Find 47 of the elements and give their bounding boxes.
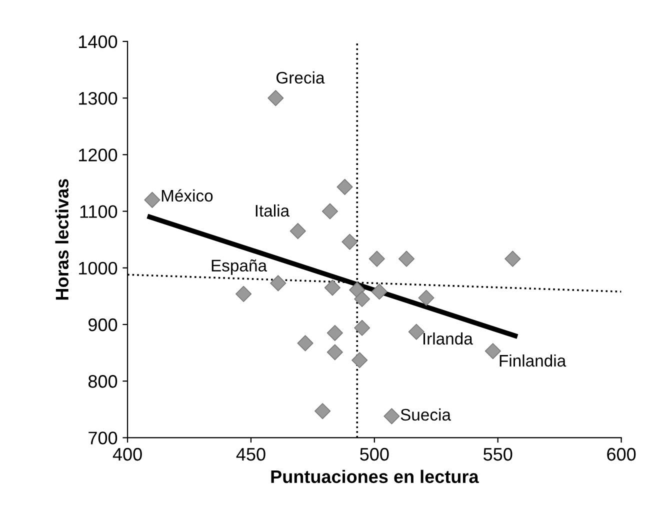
y-tick-label: 1000 bbox=[79, 262, 118, 275]
y-tick-label: 1100 bbox=[80, 205, 118, 218]
point bbox=[484, 343, 501, 360]
point bbox=[324, 280, 340, 296]
point bbox=[322, 203, 338, 220]
point bbox=[326, 324, 343, 342]
point bbox=[314, 403, 331, 420]
y-tick-label: 1200 bbox=[79, 148, 118, 162]
annotation: España bbox=[212, 259, 268, 275]
x-tick-label: 600 bbox=[607, 448, 636, 461]
point bbox=[408, 324, 424, 340]
point bbox=[144, 192, 160, 208]
point bbox=[352, 352, 368, 368]
y-tick-label: 1300 bbox=[79, 92, 118, 105]
point bbox=[270, 275, 286, 292]
point bbox=[349, 282, 366, 298]
annotation: Suecia bbox=[400, 408, 451, 421]
y-tick-label: 700 bbox=[88, 432, 118, 444]
point bbox=[371, 284, 388, 300]
point bbox=[336, 178, 353, 195]
annotation: Irlanda bbox=[423, 332, 473, 345]
y-axis-title: Horas lectivas bbox=[55, 179, 69, 300]
point bbox=[290, 223, 306, 240]
annotation: Italia bbox=[256, 204, 290, 217]
y-tick-label: 900 bbox=[88, 318, 118, 332]
point bbox=[236, 286, 252, 302]
point bbox=[354, 320, 370, 336]
point bbox=[297, 335, 314, 352]
x-tick-label: 550 bbox=[484, 448, 512, 461]
point bbox=[268, 90, 284, 106]
annotation: Grecia bbox=[276, 71, 325, 84]
point bbox=[418, 290, 434, 306]
y-tick-label: 1400 bbox=[79, 35, 118, 48]
point bbox=[354, 290, 370, 308]
x-tick-label: 500 bbox=[360, 448, 389, 461]
x-tick-label: 400 bbox=[112, 448, 142, 461]
point bbox=[326, 344, 343, 360]
x-axis-title: Puntuaciones en lectura bbox=[271, 470, 479, 484]
point bbox=[504, 250, 521, 267]
point bbox=[398, 250, 415, 267]
point bbox=[384, 408, 400, 424]
annotation: México bbox=[162, 189, 213, 202]
y-tick-label: 800 bbox=[88, 375, 118, 388]
point bbox=[342, 234, 358, 250]
point bbox=[368, 250, 385, 267]
x-tick-label: 450 bbox=[236, 448, 266, 461]
annotation: Finlandia bbox=[500, 354, 566, 367]
